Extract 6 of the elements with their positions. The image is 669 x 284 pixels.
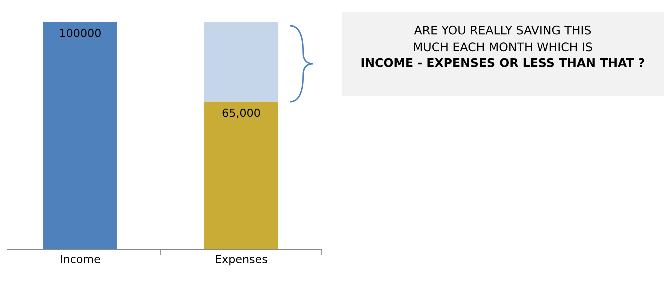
data-label: 65,000 xyxy=(222,108,260,118)
x-tick-label: Income xyxy=(61,255,100,264)
text: ARE YOU REALLY SAVING THIS MUCH EACH MONTH WHICH IS xyxy=(414,26,592,52)
data-label: 100000 xyxy=(60,29,101,38)
text: INCOME - EXPENSES OR LESS THAN THAT ? xyxy=(362,58,644,68)
x-tick-label: Expenses xyxy=(216,255,268,266)
